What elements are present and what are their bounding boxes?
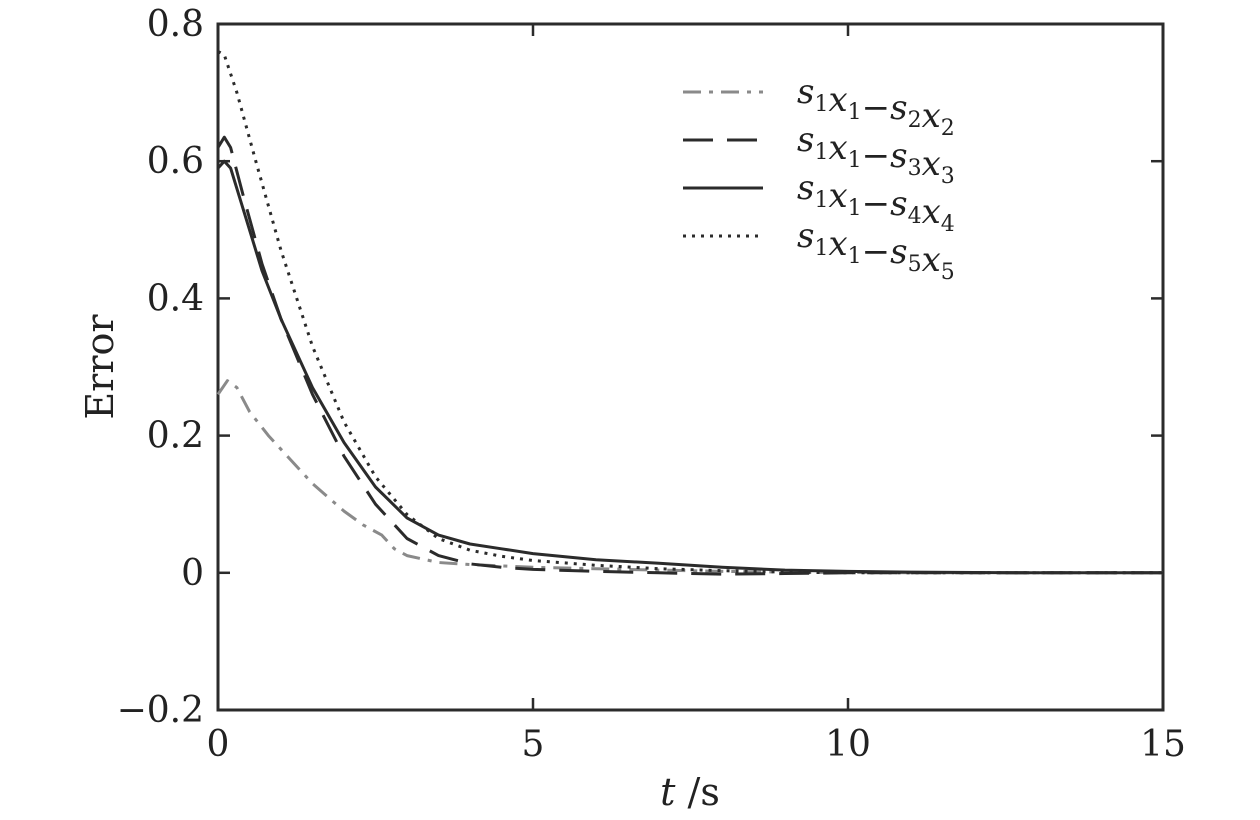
y-axis-title: Error — [78, 314, 122, 420]
series-line-4 — [217, 50, 1163, 575]
y-tick-label: 0.8 — [147, 4, 204, 45]
x-tick-label: 0 — [207, 724, 230, 765]
legend-label-2: s1x1−s3x3 — [797, 120, 955, 189]
series-line-1 — [216, 379, 1163, 575]
y-tick-label: 0.2 — [147, 416, 204, 457]
x-tick-label: 15 — [1140, 724, 1186, 765]
ticks — [216, 22, 1165, 712]
plot-frame — [216, 22, 1165, 712]
legend-label-1: s1x1−s2x2 — [797, 72, 955, 141]
y-tick-label: 0 — [181, 553, 204, 594]
x-axis-title-var: t — [660, 770, 676, 814]
x-tick-label: 5 — [522, 724, 545, 765]
y-tick-label: −0.2 — [117, 690, 204, 731]
y-tick-label: 0.4 — [147, 278, 204, 319]
x-axis-title: t /s — [660, 770, 720, 814]
x-tick-label: 10 — [825, 724, 871, 765]
legend-label-3: s1x1−s4x4 — [797, 168, 955, 237]
series-line-2 — [216, 135, 1163, 576]
series-group — [216, 50, 1163, 576]
x-axis-title-unit: /s — [675, 770, 719, 814]
series-line-3 — [216, 159, 1163, 575]
tick-labels: 0 5 10 15−0.200.20.40.60.8 — [117, 4, 1186, 765]
y-tick-label: 0.6 — [147, 141, 204, 182]
legend-label-4: s1x1−s5x5 — [797, 216, 955, 285]
